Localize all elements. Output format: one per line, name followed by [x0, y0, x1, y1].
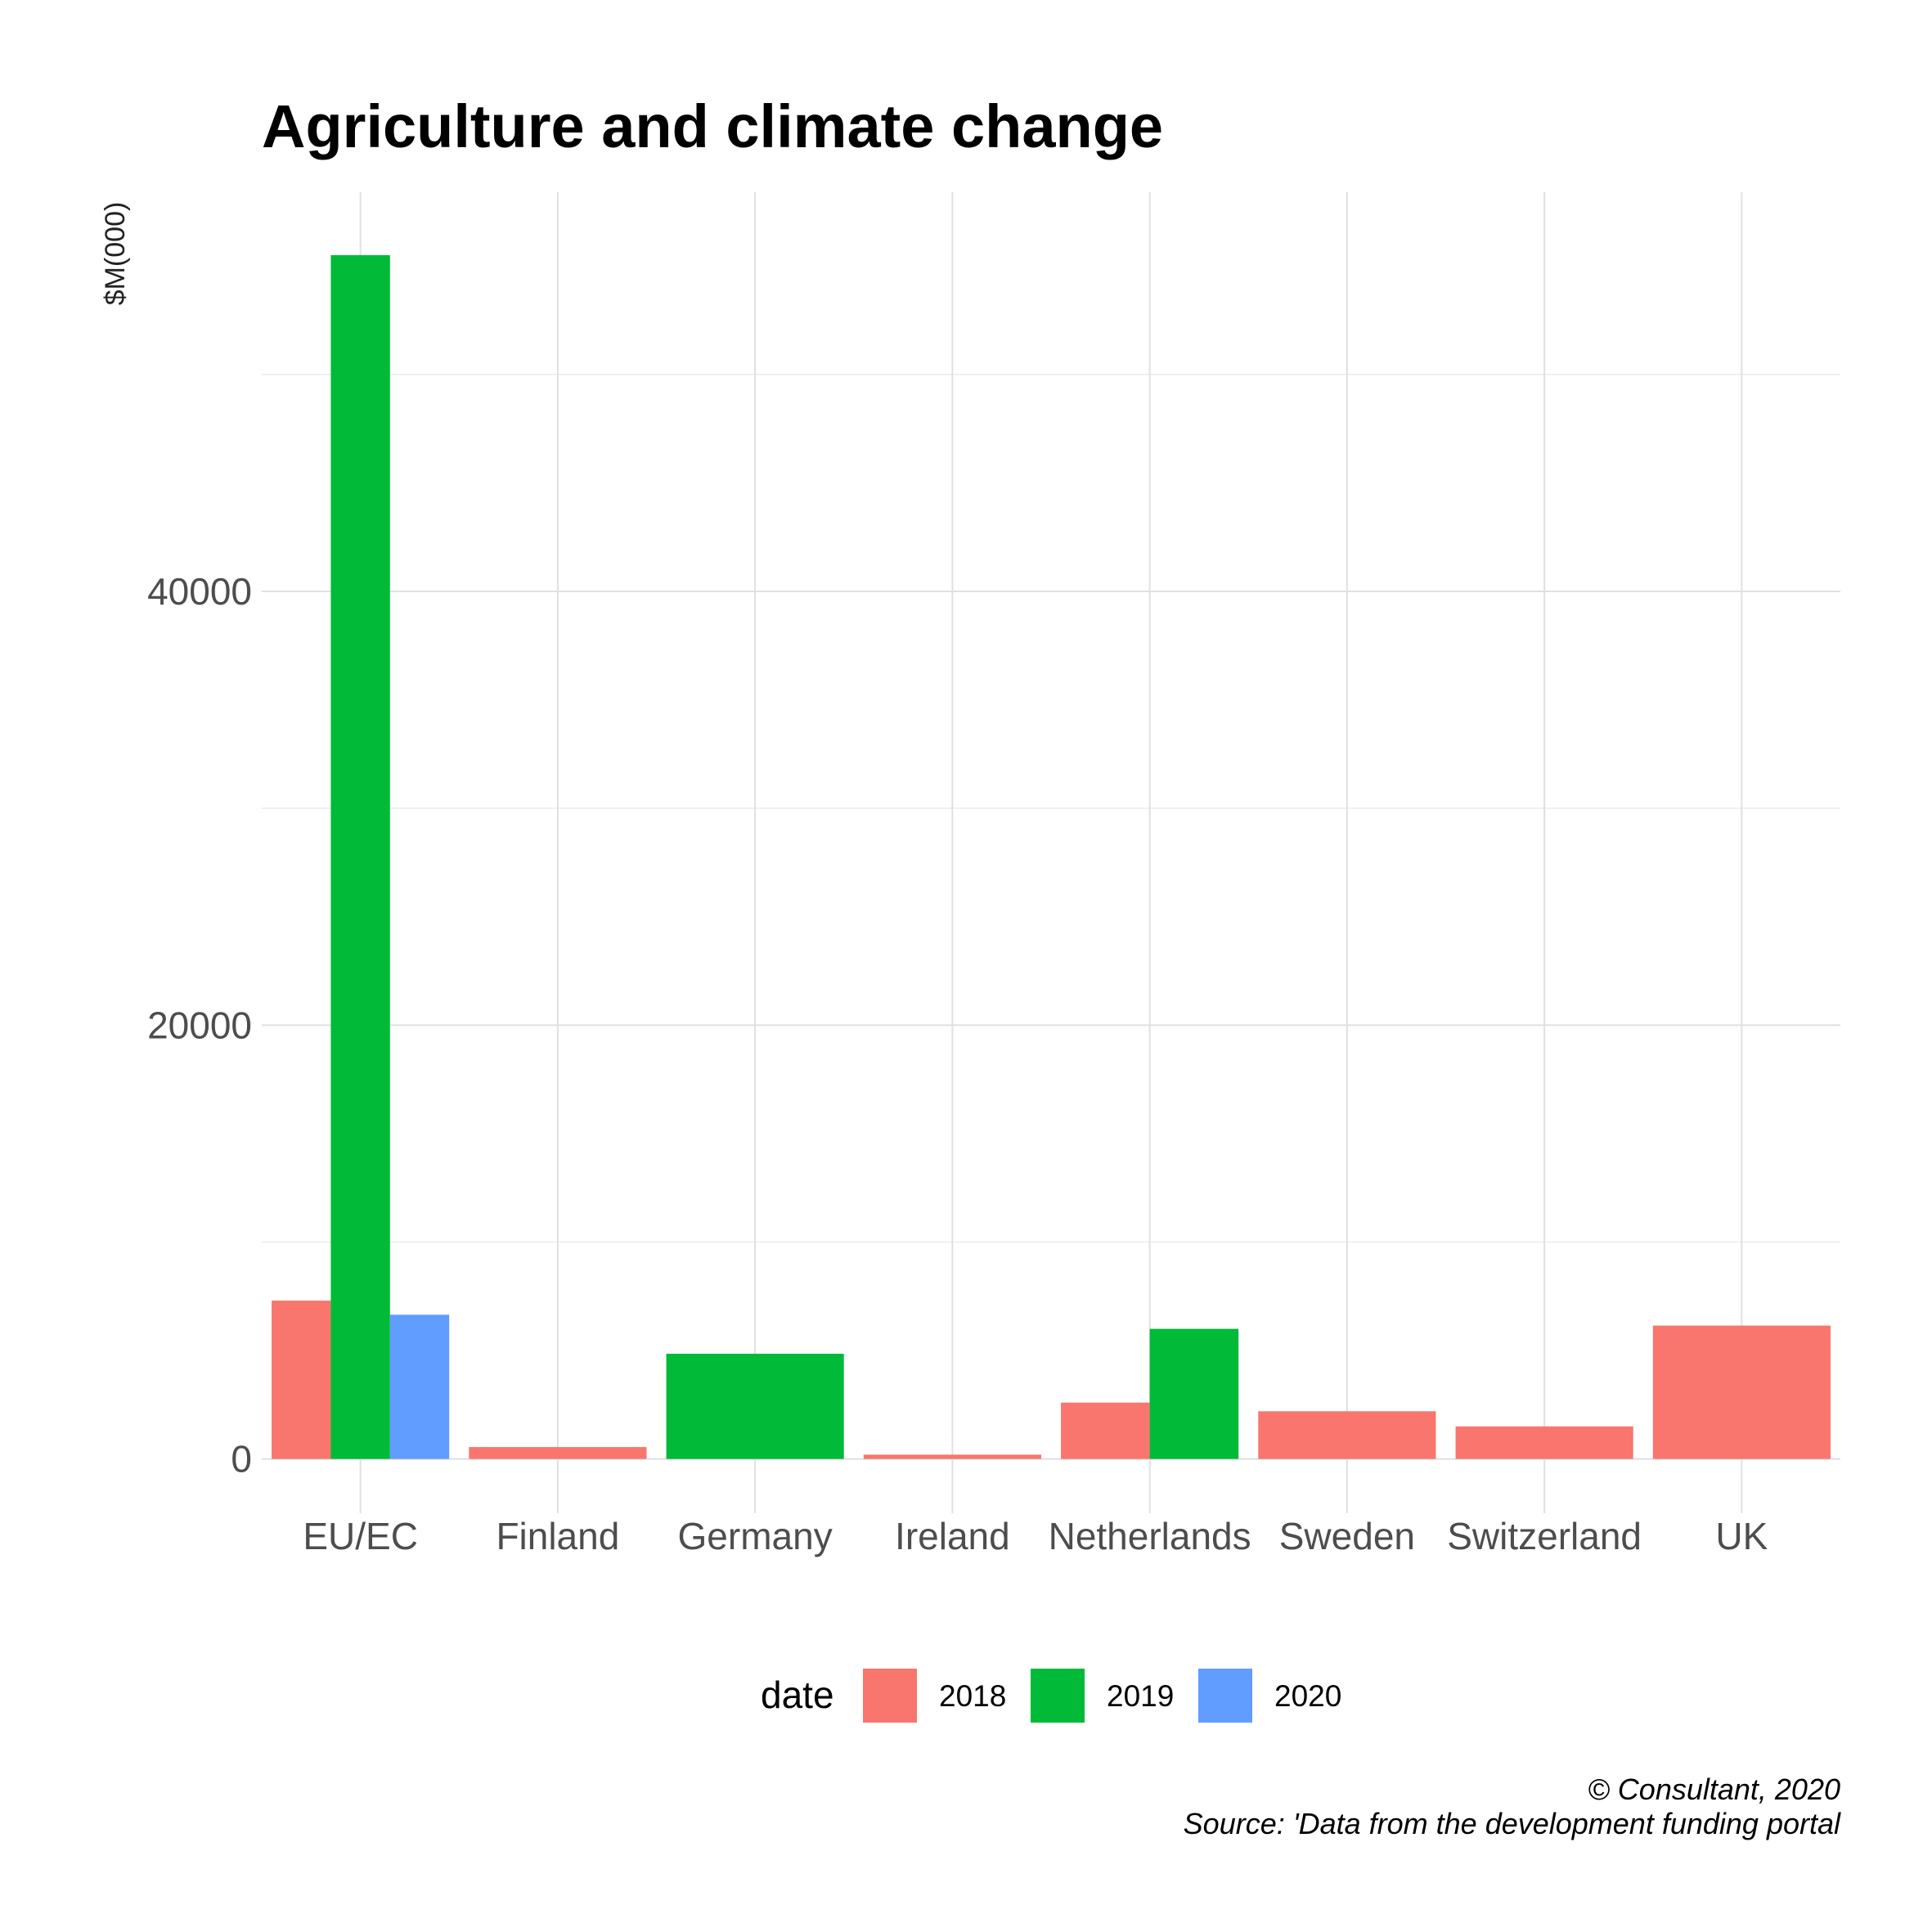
legend-key — [863, 1669, 917, 1723]
bar — [272, 1301, 331, 1459]
x-tick-label: Sweden — [1279, 1515, 1415, 1557]
bar — [1652, 1325, 1831, 1459]
y-tick-label: 20000 — [147, 1004, 252, 1046]
bar — [1455, 1426, 1633, 1459]
legend-label: 2020 — [1274, 1679, 1341, 1713]
bars — [272, 254, 1831, 1459]
x-tick-label: EU/EC — [303, 1515, 418, 1557]
grid — [262, 192, 1840, 1513]
bar — [1149, 1328, 1239, 1459]
chart-title: Agriculture and climate change — [262, 92, 1163, 160]
legend-key — [1031, 1669, 1085, 1723]
x-tick-label: Ireland — [895, 1515, 1010, 1557]
bar — [330, 254, 390, 1459]
caption-copyright: © Consultant, 2020 — [1588, 1772, 1840, 1806]
bar — [389, 1314, 450, 1459]
x-tick-label: UK — [1715, 1515, 1768, 1557]
legend-title: date — [761, 1674, 834, 1716]
bar — [666, 1354, 844, 1459]
x-tick-label: Germany — [678, 1515, 833, 1557]
caption: © Consultant, 2020 Source: 'Data from th… — [1184, 1772, 1841, 1840]
legend: date 2018 2019 2020 — [761, 1669, 1341, 1723]
x-tick-label: Finland — [496, 1515, 619, 1557]
caption-source: Source: 'Data from the development fundi… — [1184, 1807, 1841, 1840]
legend-label: 2019 — [1107, 1679, 1174, 1713]
bar — [863, 1454, 1041, 1459]
bar — [469, 1447, 647, 1459]
legend-key — [1198, 1669, 1252, 1723]
axis-ticks: 0 20000 40000 EU/EC Finland Germany Ireland Net… — [147, 570, 1768, 1557]
y-tick-label: 40000 — [147, 570, 252, 613]
legend-items: 2018 2019 2020 — [863, 1669, 1341, 1723]
y-axis-label: $M(000) — [100, 202, 131, 306]
x-tick-label: Netherlands — [1049, 1515, 1251, 1557]
bar — [1061, 1402, 1150, 1459]
x-tick-label: Switzerland — [1447, 1515, 1642, 1557]
y-tick-label: 0 — [231, 1438, 252, 1480]
legend-label: 2018 — [939, 1679, 1006, 1713]
bar — [1258, 1411, 1436, 1459]
